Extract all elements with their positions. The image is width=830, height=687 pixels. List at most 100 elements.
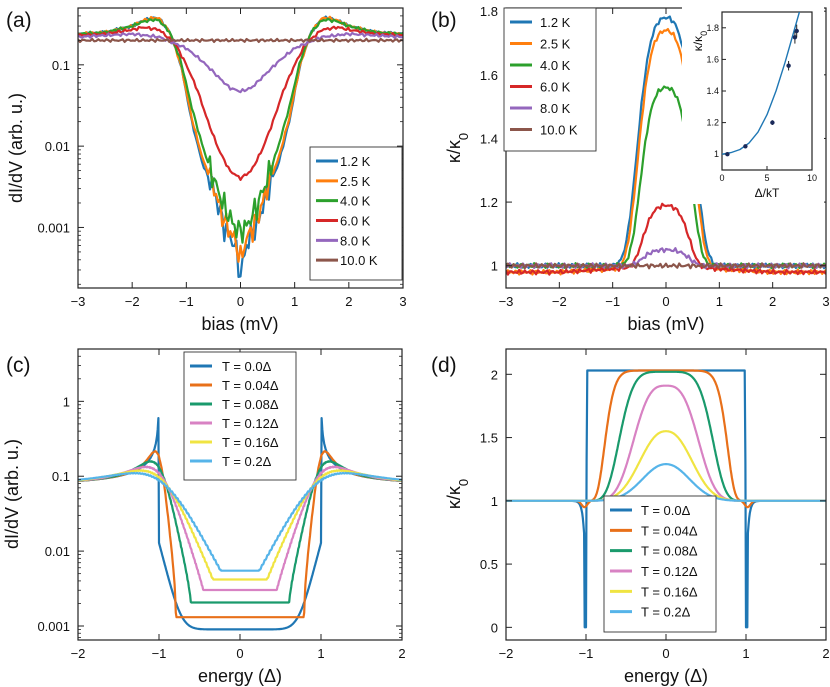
- x-tick-label: 2: [398, 646, 405, 661]
- x-tick-label: 2: [769, 294, 776, 309]
- panel-label: (b): [431, 9, 457, 32]
- legend-label: T = 0.08Δ: [222, 397, 279, 412]
- panel-c-series: [78, 417, 402, 631]
- series-line: [78, 17, 403, 244]
- inset-fit-line: [722, 12, 801, 155]
- y-axis-label: dI/dV (arb. u.): [6, 93, 26, 203]
- x-axis-label: energy (Δ): [624, 666, 708, 686]
- y-axis-label-subscript: 0: [456, 133, 471, 140]
- panel-a: −3 −2 −1 0 1 2 3 0.001 0.01 0.1 (a) bias (mV) dI/dV …: [6, 7, 407, 334]
- x-tick-label: 3: [399, 294, 406, 309]
- x-tick-label: −2: [499, 646, 514, 661]
- legend-label: T = 0.08Δ: [641, 544, 698, 559]
- panel-c: −2 −1 0 1 2 0.001 0.01 0.1 1 (c) energy (Δ) dI/dV (…: [2, 348, 406, 686]
- y-axis-label: dI/dV (arb. u.): [2, 439, 22, 549]
- legend-box: [183, 351, 297, 481]
- inset-data-point: [786, 63, 791, 68]
- series-line: [506, 369, 826, 509]
- y-tick-label: 1: [491, 494, 498, 509]
- x-tick-label: 1: [291, 294, 298, 309]
- inset-data-point: [770, 120, 775, 125]
- inset-y-tick-label: 1.6: [706, 54, 719, 64]
- inset-y-tick-label: 1.4: [706, 86, 719, 96]
- inset-data-point: [794, 28, 799, 34]
- series-line: [506, 370, 826, 502]
- y-tick-label: 1.4: [480, 131, 498, 146]
- series-line: [506, 384, 826, 502]
- series-line: [78, 31, 403, 94]
- x-tick-label: 3: [822, 294, 829, 309]
- x-tick-label: −1: [579, 646, 594, 661]
- series-line: [78, 37, 403, 43]
- y-tick-label: 0.01: [45, 544, 70, 559]
- x-tick-label: 0: [237, 294, 244, 309]
- inset-fit-group: [722, 12, 801, 155]
- inset-x-tick-label: 10: [807, 173, 817, 183]
- legend-box: [603, 495, 717, 633]
- x-tick-label: 0: [662, 646, 669, 661]
- y-tick-label: 1.5: [480, 431, 498, 446]
- legend-label: T = 0.16Δ: [222, 435, 279, 450]
- x-tick-label: 0: [662, 294, 669, 309]
- x-tick-label: −1: [152, 646, 167, 661]
- legend-label: T = 0.2Δ: [641, 605, 691, 620]
- x-axis-label: bias (mV): [201, 314, 278, 334]
- series-line: [78, 460, 402, 604]
- legend-label: T = 0.12Δ: [641, 564, 698, 579]
- series-line: [78, 465, 402, 592]
- series-line: [506, 430, 826, 502]
- legend-box: [309, 146, 403, 281]
- legend-label: 4.0 K: [340, 194, 371, 209]
- series-line: [506, 202, 826, 276]
- inset-background: [682, 4, 824, 204]
- x-tick-label: 1: [716, 294, 723, 309]
- legend-box: [503, 7, 597, 152]
- series-line: [78, 469, 402, 581]
- legend-label: 8.0 K: [340, 233, 371, 248]
- legend-label: 4.0 K: [540, 58, 571, 73]
- x-axis-label: energy (Δ): [198, 666, 282, 686]
- legend-label: 1.2 K: [540, 15, 571, 30]
- y-tick-label: 1: [63, 394, 70, 409]
- legend-label: T = 0.2Δ: [222, 454, 272, 469]
- legend-label: 6.0 K: [540, 80, 571, 95]
- legend-label: 10.0 K: [340, 253, 378, 268]
- inset-y-axis-label: κ/κ0: [691, 31, 709, 51]
- x-tick-label: 1: [742, 646, 749, 661]
- inset-data-point: [792, 35, 798, 40]
- y-tick-label: 0.01: [45, 139, 70, 154]
- x-tick-label: −2: [71, 646, 86, 661]
- y-tick-label: 0.1: [52, 469, 70, 484]
- panel-label: (c): [6, 354, 31, 377]
- y-tick-label: 2: [491, 367, 498, 382]
- y-tick-label: 1.6: [480, 68, 498, 83]
- panel-d: −2 −1 0 1 2 0 0.5 1 1.5 2 (d) energy (Δ) κ/κ0 T = 0.0…: [431, 348, 830, 686]
- legend-label: T = 0.04Δ: [641, 523, 698, 538]
- x-axis-label: bias (mV): [627, 314, 704, 334]
- inset-y-tick-label: 1.8: [706, 23, 719, 33]
- inset-data-point: [743, 144, 748, 149]
- inset: 0 5 10 1 1.2 1.4 1.6 1.8 Δ/kT κ/κ0: [682, 4, 824, 204]
- y-tick-label: 0.5: [480, 557, 498, 572]
- y-axis-label: κ/κ0: [444, 479, 471, 509]
- panel-label: (d): [431, 354, 457, 377]
- inset-y-tick-label: 1.2: [706, 118, 719, 128]
- x-tick-label: −3: [499, 294, 514, 309]
- legend-label: 2.5 K: [540, 37, 571, 52]
- y-tick-label: 1: [491, 259, 498, 274]
- legend-label: 10.0 K: [540, 123, 578, 138]
- legend-label: T = 0.12Δ: [222, 416, 279, 431]
- series-line: [78, 471, 402, 572]
- inset-x-tick-label: 5: [764, 173, 769, 183]
- x-tick-label: −2: [552, 294, 567, 309]
- y-axis-label-subscript: 0: [456, 479, 471, 486]
- panel-b-series: [506, 15, 826, 276]
- x-tick-label: −1: [179, 294, 194, 309]
- series-line: [78, 25, 403, 181]
- panel-b: −3 −2 −1 0 1 2 311.21.41.61.8(b)bias (mV)κ/κ01…: [431, 4, 830, 334]
- legend-label: 6.0 K: [340, 214, 371, 229]
- panel-label: (a): [6, 9, 32, 32]
- inset-x-tick-label: 0: [719, 173, 724, 183]
- x-tick-label: −2: [125, 294, 140, 309]
